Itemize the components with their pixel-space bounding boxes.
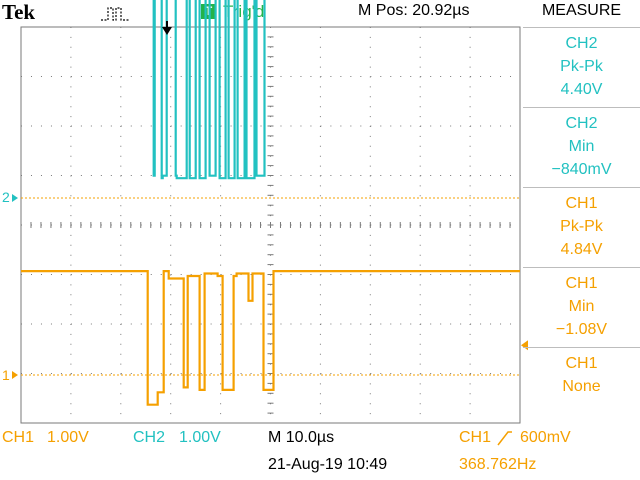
measurement-type: None [562,378,601,395]
measurement-source: CH1 [565,275,598,292]
ch2-ground-arrow-icon [12,194,18,202]
measure-menu-title[interactable]: MEASURE [541,2,622,19]
measurement-slot-3[interactable]: CH1 Pk-Pk 4.84V [523,187,640,267]
horizontal-position: M Pos: 20.92µs [358,2,470,19]
trigger-position-icon [162,27,172,35]
ch1-ground-marker-label: 1 [2,367,10,383]
ch2-ground-marker-label: 2 [2,189,10,205]
measurement-type: Pk-Pk [560,218,603,235]
measurement-source: CH2 [565,35,598,52]
trigger-source: CH1 [459,429,492,446]
measurement-type: Pk-Pk [560,58,603,75]
measurement-value: 4.84V [560,241,603,258]
measurement-value: 4.40V [560,81,603,98]
trigger-level: 600mV [520,429,571,446]
graticule [20,26,521,424]
ch2-scale: 1.00V [179,429,221,446]
rising-edge-icon [497,431,512,446]
ch1-ground-arrow-icon [12,371,18,379]
trace-ch1 [21,270,520,406]
ch1-scale: 1.00V [47,429,89,446]
trigger-frequency: 368.762Hz [459,456,537,473]
timebase: M 10.0µs [268,429,335,446]
ch2-label: CH2 [133,429,166,446]
measurement-source: CH1 [565,195,598,212]
waveform-traces [21,0,520,406]
measurement-source: CH2 [565,115,598,132]
measurement-type: Min [568,138,595,155]
measurement-source: CH1 [565,355,598,372]
trace-ch2 [152,0,266,180]
measurement-slot-2[interactable]: CH2 Min −840mV [523,107,640,187]
measurement-slot-1[interactable]: CH2 Pk-Pk 4.40V [523,27,640,107]
measurement-value: −840mV [551,161,612,178]
ch1-label: CH1 [2,429,35,446]
measurement-value: −1.08V [555,321,608,338]
measurement-slot-4[interactable]: CH1 Min −1.08V [523,267,640,347]
date-time: 21-Aug-19 10:49 [268,456,388,473]
measurement-type: Min [568,298,595,315]
measurement-slot-5[interactable]: CH1 None [523,347,640,427]
brand-logo: Tek [2,0,36,24]
level-markers [12,21,528,379]
